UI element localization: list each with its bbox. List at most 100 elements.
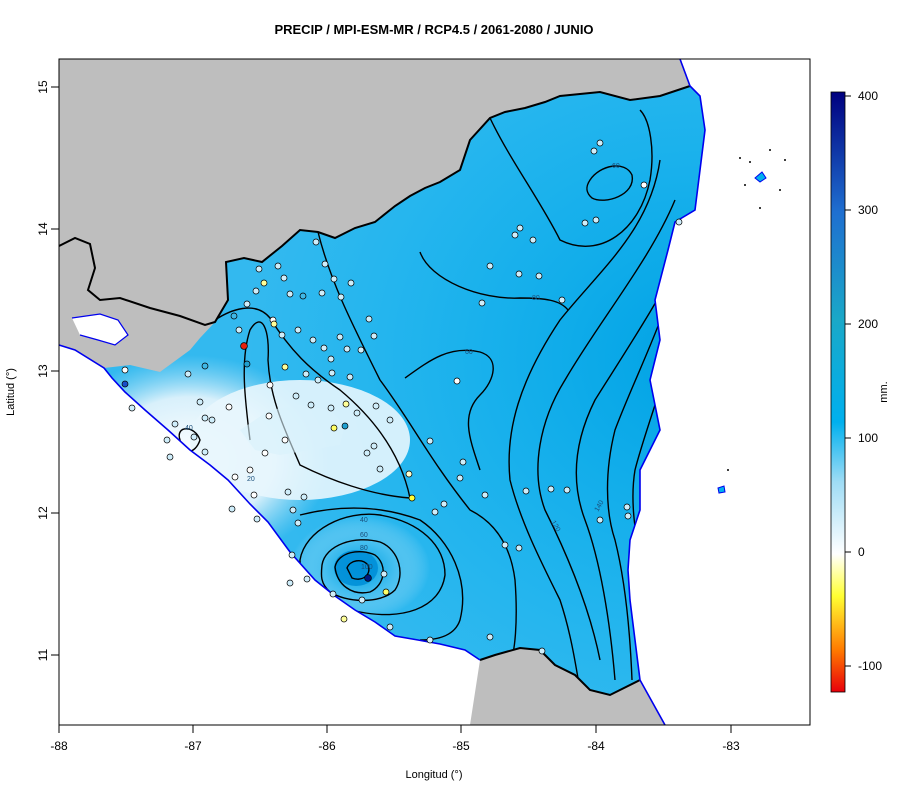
x-axis: -88 -87 -86 -85 -84 -83 Longitud (°) — [50, 724, 740, 781]
map-title: PRECIP / MPI-ESM-MR / RCP4.5 / 2061-2080… — [274, 22, 594, 37]
station-marker — [307, 401, 315, 409]
station-marker — [321, 260, 329, 268]
station-marker — [481, 491, 489, 499]
station-marker — [294, 326, 302, 334]
station-marker — [342, 400, 350, 408]
contour-label: 120 — [549, 520, 561, 534]
station-marker — [459, 458, 467, 466]
station-marker — [426, 636, 434, 644]
colorbar: 400 300 200 100 0 -100 mm. — [830, 89, 890, 693]
station-marker — [558, 296, 566, 304]
station-marker — [171, 420, 179, 428]
station-marker — [303, 575, 311, 583]
station-marker — [230, 312, 238, 320]
station-marker — [281, 436, 289, 444]
station-marker — [196, 398, 204, 406]
station-marker — [328, 369, 336, 377]
contour-label: 80 — [360, 545, 368, 552]
station-marker — [201, 362, 209, 370]
station-marker — [235, 326, 243, 334]
station-marker — [166, 453, 174, 461]
station-marker — [336, 333, 344, 341]
station-marker — [299, 292, 307, 300]
station-marker — [640, 181, 648, 189]
station-marker — [286, 290, 294, 298]
station-marker — [538, 647, 546, 655]
gulf-of-fonseca — [72, 314, 128, 345]
station-marker — [456, 474, 464, 482]
station-marker — [516, 224, 524, 232]
station-marker — [346, 373, 354, 381]
station-marker — [243, 300, 251, 308]
station-marker — [240, 342, 248, 350]
contour-label: 60 — [465, 349, 473, 356]
contour-label: 40 — [185, 425, 193, 432]
station-marker — [294, 519, 302, 527]
x-axis-title: Longitud (°) — [406, 769, 463, 781]
station-marker — [501, 541, 509, 549]
contour-labels: 20 40 40 60 80 100 60 60 80 120 140 — [185, 163, 620, 571]
station-marker — [302, 370, 310, 378]
colorbar-tick-label: 0 — [858, 545, 865, 559]
station-marker — [201, 414, 209, 422]
contour-label: 20 — [247, 476, 255, 483]
boundaries — [58, 58, 706, 726]
station-marker — [478, 299, 486, 307]
station-marker — [547, 485, 555, 493]
station-marker — [312, 238, 320, 246]
station-marker — [252, 287, 260, 295]
contour-label: 100 — [361, 564, 373, 571]
station-points — [121, 139, 683, 655]
station-marker — [266, 381, 274, 389]
x-tick-label: -88 — [50, 739, 68, 753]
y-tick-label: 13 — [36, 364, 50, 378]
x-tick-label: -83 — [722, 739, 740, 753]
station-marker — [288, 551, 296, 559]
station-marker — [289, 506, 297, 514]
y-tick-label: 14 — [36, 222, 50, 236]
station-marker — [243, 360, 251, 368]
station-marker — [184, 370, 192, 378]
station-marker — [253, 515, 261, 523]
station-marker — [300, 493, 308, 501]
station-marker — [329, 590, 337, 598]
station-marker — [250, 491, 258, 499]
station-marker — [363, 449, 371, 457]
contour-label: 60 — [360, 532, 368, 539]
contour-label: 60 — [612, 163, 620, 170]
colorbar-tick-label: -100 — [858, 659, 882, 673]
y-tick-label: 11 — [36, 648, 50, 661]
station-marker — [314, 376, 322, 384]
station-marker — [522, 487, 530, 495]
station-marker — [261, 449, 269, 457]
station-marker — [225, 403, 233, 411]
station-marker — [675, 218, 683, 226]
station-marker — [426, 437, 434, 445]
station-marker — [380, 570, 388, 578]
x-tick-label: -84 — [587, 739, 605, 753]
station-marker — [365, 315, 373, 323]
station-marker — [624, 512, 632, 520]
station-marker — [278, 331, 286, 339]
station-marker — [327, 355, 335, 363]
station-marker — [128, 404, 136, 412]
station-marker — [231, 473, 239, 481]
station-marker — [121, 380, 129, 388]
y-tick-label: 15 — [36, 80, 50, 94]
costa-rica-border — [479, 646, 641, 697]
station-marker — [515, 544, 523, 552]
station-marker — [535, 272, 543, 280]
y-axis: 15 14 13 12 11 Latitud (°) — [5, 80, 60, 661]
y-axis-title: Latitud (°) — [5, 368, 17, 416]
station-marker — [337, 293, 345, 301]
caribbean-coastline — [627, 85, 706, 726]
station-marker — [121, 366, 129, 374]
contour-lines — [178, 109, 691, 691]
station-marker — [592, 216, 600, 224]
station-marker — [255, 265, 263, 273]
station-marker — [341, 422, 349, 430]
station-marker — [357, 346, 365, 354]
station-marker — [318, 289, 326, 297]
station-marker — [511, 231, 519, 239]
